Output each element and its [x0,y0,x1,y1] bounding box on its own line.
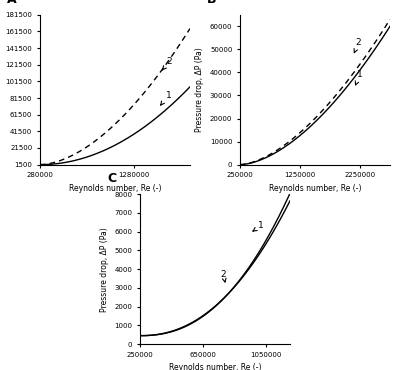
Text: 1: 1 [253,221,264,231]
Y-axis label: Pressure drop, ΔP (Pa): Pressure drop, ΔP (Pa) [195,47,204,132]
Text: 2: 2 [220,270,226,282]
Text: A: A [7,0,17,6]
X-axis label: Reynolds number, Re (-): Reynolds number, Re (-) [269,184,361,193]
X-axis label: Reynolds number, Re (-): Reynolds number, Re (-) [169,363,261,370]
Text: 1: 1 [161,91,171,105]
X-axis label: Reynolds number, Re (-): Reynolds number, Re (-) [69,184,161,193]
Text: B: B [207,0,216,6]
Text: 2: 2 [354,38,362,53]
Text: 1: 1 [355,70,363,85]
Y-axis label: Pressure drop, ΔP (Pa): Pressure drop, ΔP (Pa) [100,227,109,312]
Text: C: C [107,172,116,185]
Text: 2: 2 [162,57,172,70]
